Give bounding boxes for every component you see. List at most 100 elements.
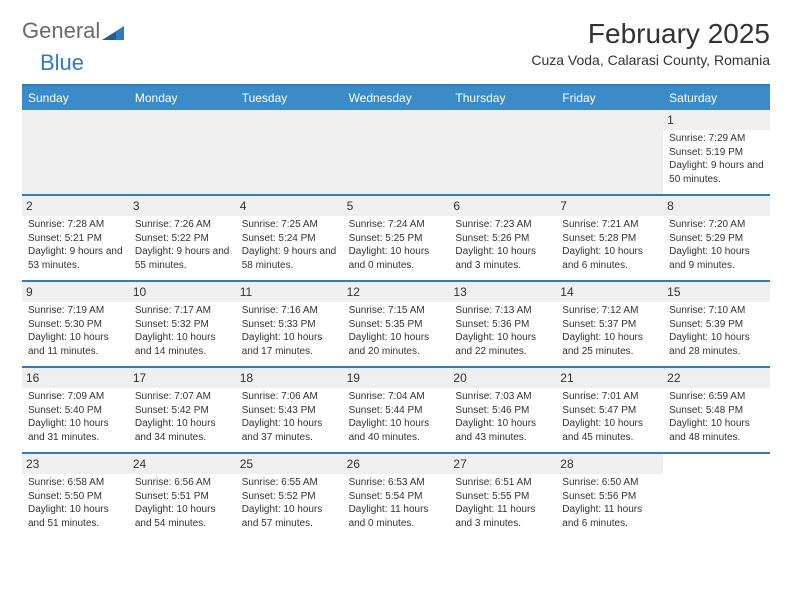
sunrise-line: Sunrise: 7:09 AM (28, 390, 123, 404)
sunrise-line: Sunrise: 7:24 AM (349, 218, 444, 232)
calendar-cell: 21 Sunrise: 7:01 AMSunset: 5:47 PMDayligh… (556, 368, 663, 454)
sunset-line: Sunset: 5:21 PM (28, 232, 123, 246)
sunset-line: Sunset: 5:26 PM (455, 232, 550, 246)
sunrise-line: Sunrise: 7:06 AM (242, 390, 337, 404)
sunset-line: Sunset: 5:22 PM (135, 232, 230, 246)
sunset-line: Sunset: 5:33 PM (242, 318, 337, 332)
day-number: 11 (236, 282, 343, 302)
sunset-line: Sunset: 5:56 PM (562, 490, 657, 504)
calendar-page: General February 2025 Cuza Voda, Calaras… (0, 0, 792, 558)
sunset-line: Sunset: 5:28 PM (562, 232, 657, 246)
title-block: February 2025 Cuza Voda, Calarasi County… (531, 18, 770, 74)
sunrise-line: Sunrise: 6:59 AM (669, 390, 764, 404)
day-number: 5 (343, 196, 450, 216)
sunrise-line: Sunrise: 6:53 AM (349, 476, 444, 490)
calendar: Sunday Monday Tuesday Wednesday Thursday… (22, 84, 770, 540)
calendar-cell: 6Sunrise: 7:23 AMSunset: 5:26 PMDaylight… (449, 196, 556, 282)
sunrise-line: Sunrise: 7:12 AM (562, 304, 657, 318)
daylight-line: Daylight: 10 hours and 45 minutes. (562, 417, 657, 444)
day-number: 15 (663, 282, 770, 302)
calendar-cell: 19Sunrise: 7:04 AMSunset: 5:44 PMDayligh… (343, 368, 450, 454)
daylight-line: Daylight: 10 hours and 54 minutes. (135, 503, 230, 530)
calendar-cell: 14Sunrise: 7:12 AMSunset: 5:37 PMDayligh… (556, 282, 663, 368)
sunset-line: Sunset: 5:42 PM (135, 404, 230, 418)
page-title: February 2025 (531, 18, 770, 50)
daylight-line: Daylight: 9 hours and 50 minutes. (669, 159, 764, 186)
calendar-cell: 23Sunrise: 6:58 AMSunset: 5:50 PMDayligh… (22, 454, 129, 540)
day-number: 18 (236, 368, 343, 388)
sunset-line: Sunset: 5:36 PM (455, 318, 550, 332)
day-number: 10 (129, 282, 236, 302)
day-number: 16 (22, 368, 129, 388)
calendar-cell: 7Sunrise: 7:21 AMSunset: 5:28 PMDaylight… (556, 196, 663, 282)
daylight-line: Daylight: 10 hours and 20 minutes. (349, 331, 444, 358)
calendar-cell: 10Sunrise: 7:17 AMSunset: 5:32 PMDayligh… (129, 282, 236, 368)
day-number: 3 (129, 196, 236, 216)
daylight-line: Daylight: 10 hours and 14 minutes. (135, 331, 230, 358)
calendar-cell: 26Sunrise: 6:53 AMSunset: 5:54 PMDayligh… (343, 454, 450, 540)
day-number: 1 (663, 110, 770, 130)
calendar-cell-empty (22, 110, 129, 196)
sunset-line: Sunset: 5:30 PM (28, 318, 123, 332)
sunrise-line: Sunrise: 7:20 AM (669, 218, 764, 232)
day-number: 22 (663, 368, 770, 388)
calendar-cell: 3 Sunrise: 7:26 AMSunset: 5:22 PMDaylight… (129, 196, 236, 282)
sunset-line: Sunset: 5:47 PM (562, 404, 657, 418)
weekday-label: Wednesday (343, 86, 450, 110)
calendar-cell: 9Sunrise: 7:19 AMSunset: 5:30 PMDaylight… (22, 282, 129, 368)
day-number: 27 (449, 454, 556, 474)
daylight-line: Daylight: 10 hours and 28 minutes. (669, 331, 764, 358)
daylight-line: Daylight: 10 hours and 25 minutes. (562, 331, 657, 358)
sunrise-line: Sunrise: 6:56 AM (135, 476, 230, 490)
sunset-line: Sunset: 5:25 PM (349, 232, 444, 246)
daylight-line: Daylight: 9 hours and 55 minutes. (135, 245, 230, 272)
sunset-line: Sunset: 5:40 PM (28, 404, 123, 418)
calendar-cell: 24Sunrise: 6:56 AMSunset: 5:51 PMDayligh… (129, 454, 236, 540)
day-number: 7 (556, 196, 663, 216)
day-number: 21 (556, 368, 663, 388)
sunrise-line: Sunrise: 6:58 AM (28, 476, 123, 490)
sunset-line: Sunset: 5:52 PM (242, 490, 337, 504)
sunrise-line: Sunrise: 7:10 AM (669, 304, 764, 318)
daylight-line: Daylight: 10 hours and 57 minutes. (242, 503, 337, 530)
daylight-line: Daylight: 10 hours and 40 minutes. (349, 417, 444, 444)
sunset-line: Sunset: 5:24 PM (242, 232, 337, 246)
daylight-line: Daylight: 10 hours and 31 minutes. (28, 417, 123, 444)
calendar-row: 9Sunrise: 7:19 AMSunset: 5:30 PMDaylight… (22, 282, 770, 368)
sunrise-line: Sunrise: 7:01 AM (562, 390, 657, 404)
daylight-line: Daylight: 10 hours and 43 minutes. (455, 417, 550, 444)
calendar-cell: 17Sunrise: 7:07 AMSunset: 5:42 PMDayligh… (129, 368, 236, 454)
sunset-line: Sunset: 5:55 PM (455, 490, 550, 504)
day-number: 17 (129, 368, 236, 388)
sunset-line: Sunset: 5:19 PM (669, 146, 764, 160)
calendar-cell-empty (343, 110, 450, 196)
sunrise-line: Sunrise: 6:50 AM (562, 476, 657, 490)
sunrise-line: Sunrise: 7:07 AM (135, 390, 230, 404)
sunrise-line: Sunrise: 7:13 AM (455, 304, 550, 318)
sunrise-line: Sunrise: 7:28 AM (28, 218, 123, 232)
sunrise-line: Sunrise: 7:26 AM (135, 218, 230, 232)
daylight-line: Daylight: 10 hours and 0 minutes. (349, 245, 444, 272)
location-subtitle: Cuza Voda, Calarasi County, Romania (531, 52, 770, 68)
calendar-cell-empty (663, 454, 770, 540)
sunset-line: Sunset: 5:44 PM (349, 404, 444, 418)
day-number: 9 (22, 282, 129, 302)
weekday-label: Sunday (22, 86, 129, 110)
calendar-cell: 18Sunrise: 7:06 AMSunset: 5:43 PMDayligh… (236, 368, 343, 454)
logo-text-1: General (22, 18, 100, 44)
calendar-cell-empty (556, 110, 663, 196)
calendar-cell: 15Sunrise: 7:10 AMSunset: 5:39 PMDayligh… (663, 282, 770, 368)
calendar-row: 1Sunrise: 7:29 AMSunset: 5:19 PMDaylight… (22, 110, 770, 196)
calendar-cell: 5 Sunrise: 7:24 AMSunset: 5:25 PMDaylight… (343, 196, 450, 282)
daylight-line: Daylight: 9 hours and 58 minutes. (242, 245, 337, 272)
calendar-row: 2Sunrise: 7:28 AMSunset: 5:21 PMDaylight… (22, 196, 770, 282)
sunrise-line: Sunrise: 7:23 AM (455, 218, 550, 232)
daylight-line: Daylight: 10 hours and 48 minutes. (669, 417, 764, 444)
sunrise-line: Sunrise: 7:17 AM (135, 304, 230, 318)
daylight-line: Daylight: 9 hours and 53 minutes. (28, 245, 123, 272)
weekday-label: Saturday (663, 86, 770, 110)
calendar-cell: 13Sunrise: 7:13 AMSunset: 5:36 PMDayligh… (449, 282, 556, 368)
calendar-cell: 1Sunrise: 7:29 AMSunset: 5:19 PMDaylight… (663, 110, 770, 196)
day-number: 19 (343, 368, 450, 388)
day-number: 13 (449, 282, 556, 302)
